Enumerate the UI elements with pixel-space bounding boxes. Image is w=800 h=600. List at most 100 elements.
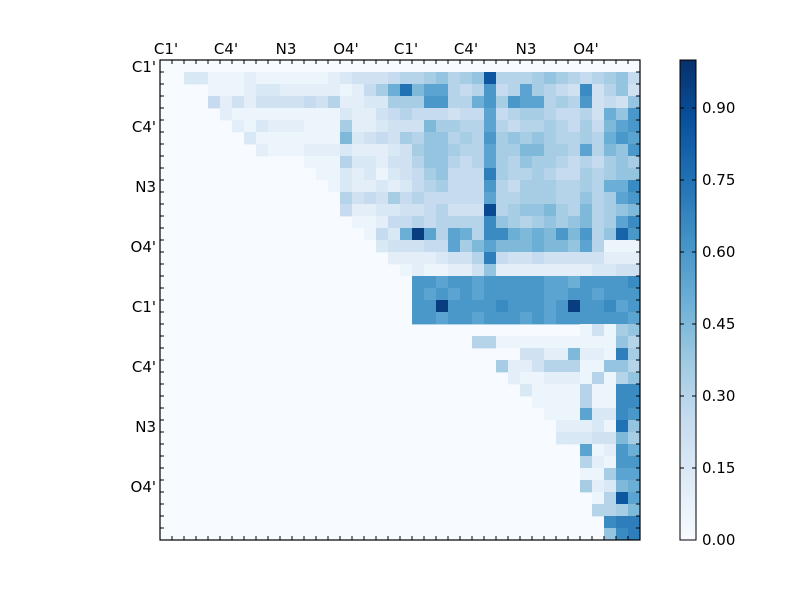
heatmap-cell	[532, 240, 545, 253]
heatmap-cell	[508, 288, 521, 301]
heatmap-cell	[280, 144, 293, 157]
heatmap-cell	[484, 144, 497, 157]
heatmap-cell	[580, 300, 593, 313]
heatmap-cell	[580, 396, 593, 409]
heatmap-cell	[472, 156, 485, 169]
heatmap-cell	[580, 456, 593, 469]
heatmap-cell	[616, 372, 629, 385]
heatmap-cell	[376, 96, 389, 109]
heatmap-cell	[412, 240, 425, 253]
heatmap-cell	[544, 180, 557, 193]
heatmap-cell	[256, 120, 269, 133]
heatmap-cell	[496, 300, 509, 313]
heatmap-cell	[292, 144, 305, 157]
heatmap-cell	[616, 120, 629, 133]
heatmap-cell	[376, 108, 389, 121]
heatmap-cell	[388, 72, 401, 85]
heatmap-cell	[580, 168, 593, 181]
heatmap-cell	[436, 228, 449, 241]
heatmap-cell	[628, 516, 641, 529]
heatmap-cell	[472, 84, 485, 97]
heatmap-cell	[592, 132, 605, 145]
heatmap-cell	[364, 84, 377, 97]
heatmap-cell	[628, 492, 641, 505]
heatmap-cell	[424, 156, 437, 169]
heatmap-cell	[364, 228, 377, 241]
heatmap-cell	[376, 132, 389, 145]
heatmap-cell	[544, 312, 557, 325]
heatmap-cell	[496, 156, 509, 169]
y-tick-label: O4'	[131, 238, 156, 256]
heatmap-cell	[292, 96, 305, 109]
heatmap-cell	[388, 192, 401, 205]
heatmap-cell	[544, 108, 557, 121]
heatmap-cell	[220, 72, 233, 85]
heatmap-cell	[532, 312, 545, 325]
heatmap-cell	[280, 72, 293, 85]
heatmap-cell	[448, 216, 461, 229]
heatmap-cell	[532, 96, 545, 109]
heatmap-cell	[424, 180, 437, 193]
heatmap-cell	[532, 84, 545, 97]
heatmap-cell	[604, 84, 617, 97]
heatmap-cell	[448, 264, 461, 277]
heatmap-cell	[268, 144, 281, 157]
heatmap-cell	[556, 336, 569, 349]
heatmap-cell	[532, 264, 545, 277]
heatmap-cell	[448, 72, 461, 85]
heatmap-cell	[592, 492, 605, 505]
heatmap-cell	[532, 396, 545, 409]
heatmap-cell	[508, 240, 521, 253]
heatmap-cell	[304, 156, 317, 169]
heatmap-cell	[388, 216, 401, 229]
heatmap-cell	[436, 204, 449, 217]
heatmap-cell	[352, 144, 365, 157]
heatmap-cell	[580, 216, 593, 229]
heatmap-cell	[436, 84, 449, 97]
heatmap-cell	[280, 108, 293, 121]
heatmap-cell	[496, 132, 509, 145]
heatmap-cell	[592, 228, 605, 241]
heatmap-cell	[568, 348, 581, 361]
heatmap-cell	[544, 84, 557, 97]
heatmap-cell	[436, 168, 449, 181]
heatmap-cell	[556, 168, 569, 181]
heatmap-cell	[376, 228, 389, 241]
heatmap-cell	[436, 312, 449, 325]
heatmap-cell	[196, 72, 209, 85]
heatmap-cell	[616, 300, 629, 313]
heatmap-cell	[424, 72, 437, 85]
heatmap-cell	[592, 84, 605, 97]
heatmap-cell	[616, 264, 629, 277]
heatmap-cell	[292, 132, 305, 145]
heatmap-cell	[436, 132, 449, 145]
heatmap-cell	[328, 156, 341, 169]
heatmap-cell	[580, 408, 593, 421]
heatmap-cell	[472, 192, 485, 205]
heatmap-cell	[592, 396, 605, 409]
heatmap-cell	[604, 396, 617, 409]
heatmap-cell	[412, 108, 425, 121]
heatmap-cell	[568, 276, 581, 289]
heatmap-cell	[424, 252, 437, 265]
heatmap-cell	[400, 132, 413, 145]
heatmap-cell	[244, 108, 257, 121]
heatmap-cell	[628, 300, 641, 313]
heatmap-cell	[412, 156, 425, 169]
heatmap-cell	[508, 252, 521, 265]
heatmap-cell	[532, 204, 545, 217]
heatmap-cell	[580, 204, 593, 217]
heatmap-cell	[604, 132, 617, 145]
heatmap-cell	[328, 108, 341, 121]
heatmap-cell	[592, 108, 605, 121]
heatmap-cell	[592, 456, 605, 469]
heatmap-cell	[232, 84, 245, 97]
heatmap-cell	[628, 312, 641, 325]
heatmap-cell	[316, 132, 329, 145]
heatmap-cell	[544, 360, 557, 373]
heatmap-cell	[580, 360, 593, 373]
heatmap-cell	[592, 72, 605, 85]
heatmap-cell	[340, 168, 353, 181]
heatmap-cell	[436, 156, 449, 169]
